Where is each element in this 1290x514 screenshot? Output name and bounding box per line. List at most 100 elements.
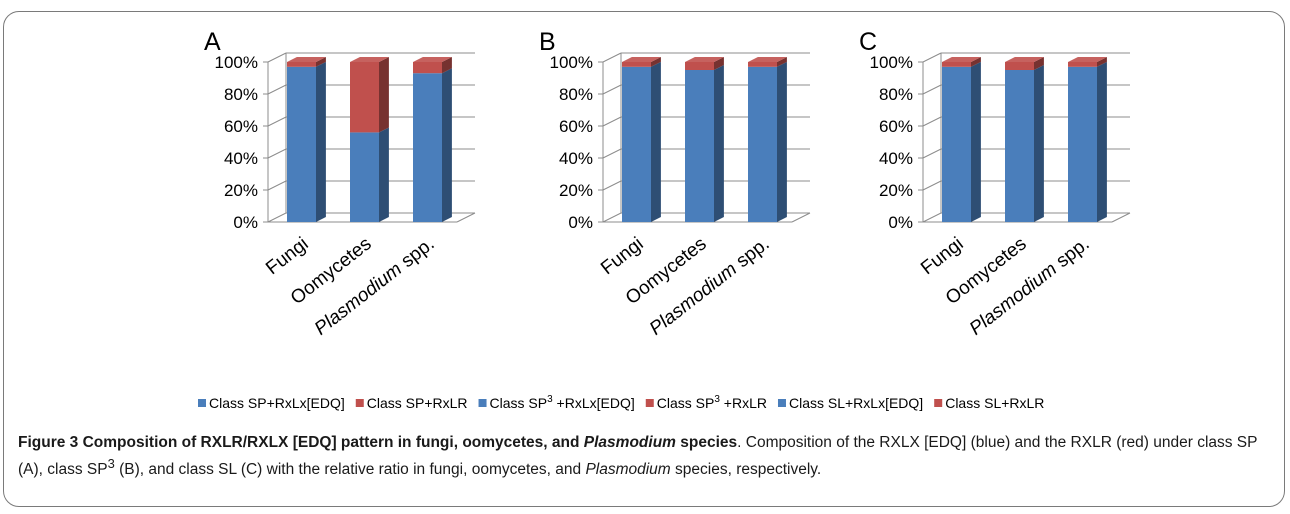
- legend-label: Class SP3 +RxLR: [657, 394, 767, 411]
- bar-segment-side: [714, 57, 724, 70]
- bar-segment: [748, 66, 777, 222]
- x-tick-label: Fungi: [262, 233, 312, 279]
- gridline-diagonal: [602, 116, 622, 127]
- bar-segment-side: [1034, 57, 1044, 70]
- y-tick-label: 60%: [879, 117, 913, 136]
- bar-stack-1: [350, 57, 389, 222]
- bar-segment: [748, 62, 777, 67]
- gridline-diagonal: [267, 52, 287, 63]
- bar-segment-top: [350, 57, 389, 62]
- bar-segment-side: [379, 57, 389, 133]
- bar-stack-2: [1068, 57, 1107, 222]
- y-tick-label: 80%: [224, 85, 258, 104]
- legend-item: Class SP3 +RxLx[EDQ]: [478, 394, 635, 411]
- legend-label: Class SL+RxLR: [945, 395, 1044, 411]
- legend-swatch: [934, 399, 943, 407]
- legend-label: Class SP+RxLx[EDQ]: [209, 395, 345, 411]
- floor-right-edge: [791, 212, 811, 223]
- bar-segment: [350, 62, 379, 133]
- legend-item: Class SL+RxLx[EDQ]: [777, 395, 923, 411]
- gridline-diagonal: [267, 84, 287, 95]
- bar-segment: [413, 62, 442, 74]
- y-tick-label: 80%: [879, 85, 913, 104]
- bar-segment-side: [316, 57, 326, 67]
- bar-segment: [685, 70, 714, 222]
- legend-item: Class SL+RxLR: [934, 395, 1044, 411]
- y-tick-label: 40%: [559, 149, 593, 168]
- panel-label: B: [539, 28, 556, 56]
- gridline-diagonal: [267, 212, 287, 223]
- legend: Class SP+RxLx[EDQ] Class SP+RxLR Class SP3…: [198, 394, 1044, 411]
- figure-caption: Figure 3 Composition of RXLR/RXLX [EDQ] …: [18, 434, 1258, 479]
- y-tick-label: 20%: [879, 181, 913, 200]
- panel-label: C: [859, 28, 877, 56]
- bar-segment-side: [971, 61, 981, 222]
- bar-segment-top: [413, 57, 452, 62]
- y-tick-label: 40%: [879, 149, 913, 168]
- chart-panel-b: B0%20%40%60%80%100%FungiOomycetesPlasmod…: [539, 28, 811, 340]
- gridline-diagonal: [602, 148, 622, 159]
- gridline-diagonal: [922, 212, 942, 223]
- bar-segment-side: [777, 57, 787, 67]
- gridline-diagonal: [267, 116, 287, 127]
- legend-item: Class SP+RxLR: [355, 395, 468, 411]
- y-tick-label: 100%: [870, 53, 913, 72]
- x-tick-label: Fungi: [917, 233, 967, 279]
- gridline-diagonal: [922, 52, 942, 63]
- bar-segment: [942, 66, 971, 222]
- bar-segment-top: [685, 57, 724, 62]
- y-tick-label: 40%: [224, 149, 258, 168]
- bar-segment-top: [748, 57, 787, 62]
- floor-right-edge: [456, 212, 476, 223]
- gridline-diagonal: [267, 180, 287, 191]
- caption-title: Figure 3 Composition of RXLR/RXLX [EDQ] …: [18, 434, 738, 451]
- bar-segment: [1005, 62, 1034, 70]
- bar-segment: [287, 62, 316, 67]
- gridline-diagonal: [267, 148, 287, 159]
- y-tick-label: 100%: [215, 53, 258, 72]
- legend-swatch: [478, 399, 487, 407]
- bar-segment-top: [287, 57, 326, 62]
- legend-label: Class SL+RxLx[EDQ]: [789, 395, 923, 411]
- y-tick-label: 60%: [559, 117, 593, 136]
- legend-item: Class SP3 +RxLR: [645, 394, 767, 411]
- bar-segment-top: [1005, 57, 1044, 62]
- gridline-diagonal: [602, 180, 622, 191]
- gridline-diagonal: [602, 84, 622, 95]
- bar-segment: [1068, 62, 1097, 67]
- bar-segment-side: [1034, 65, 1044, 222]
- bar-stack-0: [942, 57, 981, 222]
- bar-segment: [942, 62, 971, 67]
- y-tick-label: 20%: [224, 181, 258, 200]
- legend-item: Class SP+RxLx[EDQ]: [198, 395, 345, 411]
- bar-segment: [413, 73, 442, 222]
- bar-stack-2: [748, 57, 787, 222]
- bar-stack-2: [413, 57, 452, 222]
- bar-segment: [350, 132, 379, 222]
- bar-segment-side: [651, 57, 661, 67]
- legend-swatch: [198, 399, 206, 407]
- legend-label: Class SP3 +RxLx[EDQ]: [490, 394, 635, 411]
- gridline-diagonal: [602, 212, 622, 223]
- bar-segment: [1005, 70, 1034, 222]
- bar-segment-side: [442, 68, 452, 222]
- legend-label: Class SP+RxLR: [367, 395, 468, 411]
- floor-right-edge: [1111, 212, 1131, 223]
- bar-segment-side: [971, 57, 981, 67]
- bar-segment-side: [442, 57, 452, 74]
- y-tick-label: 80%: [559, 85, 593, 104]
- bar-stack-1: [685, 57, 724, 222]
- bar-segment-side: [651, 61, 661, 222]
- bar-segment-top: [622, 57, 661, 62]
- x-tick-label: Fungi: [597, 233, 647, 279]
- y-tick-label: 20%: [559, 181, 593, 200]
- y-tick-label: 60%: [224, 117, 258, 136]
- bar-segment-side: [316, 61, 326, 222]
- bar-segment-side: [714, 65, 724, 222]
- bar-segment-side: [1097, 57, 1107, 67]
- y-tick-label: 100%: [550, 53, 593, 72]
- y-tick-label: 0%: [568, 213, 593, 232]
- bar-stack-1: [1005, 57, 1044, 222]
- chart-panel-c: C0%20%40%60%80%100%FungiOomycetesPlasmod…: [859, 28, 1131, 340]
- bar-segment: [287, 66, 316, 222]
